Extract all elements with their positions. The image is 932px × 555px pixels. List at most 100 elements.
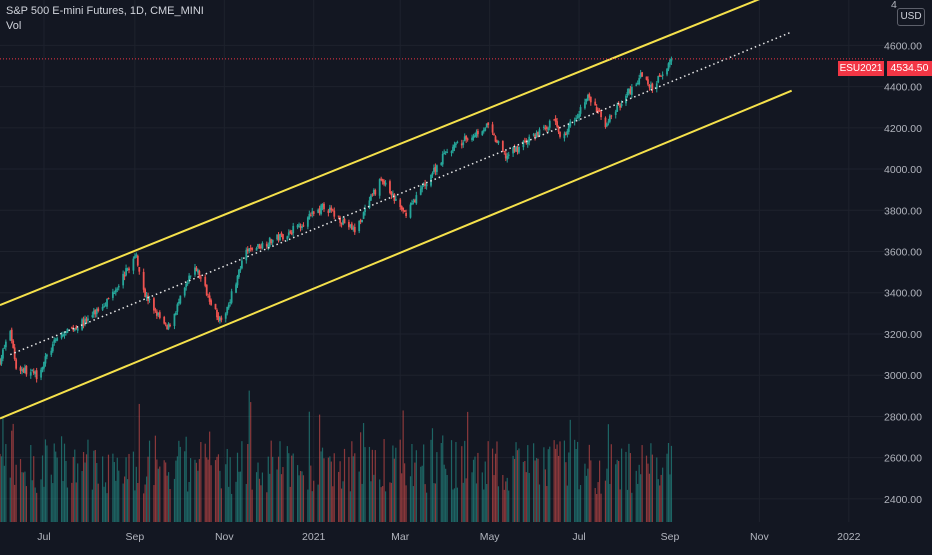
- volume-bar: [494, 453, 497, 522]
- volume-bar: [97, 483, 99, 522]
- candle-body: [639, 73, 642, 78]
- candle-body: [217, 315, 220, 320]
- volume-bar: [358, 471, 360, 522]
- candle-body: [597, 110, 600, 112]
- volume-bar: [157, 468, 159, 522]
- volume-bar: [91, 489, 93, 522]
- volume-bar: [628, 443, 630, 522]
- y-tick-label: 4400.00: [884, 82, 922, 94]
- volume-bar: [404, 463, 406, 522]
- candle-body: [477, 130, 479, 135]
- volume-bar: [343, 448, 346, 522]
- volume-bar: [598, 460, 601, 522]
- volume-bar: [298, 475, 300, 522]
- candle-body: [358, 220, 361, 232]
- volume-bar: [135, 466, 137, 522]
- candle-body: [116, 288, 119, 290]
- candle-body: [296, 225, 299, 228]
- candle-body: [198, 271, 201, 278]
- x-tick-label: Nov: [215, 531, 234, 543]
- volume-bar: [85, 454, 88, 522]
- candle-body: [496, 140, 498, 143]
- volume-bar: [175, 460, 177, 522]
- candle-body: [65, 331, 67, 333]
- volume-bar: [382, 486, 384, 522]
- volume-bar: [0, 456, 3, 522]
- volume-bar: [455, 442, 457, 522]
- candle-body: [22, 368, 25, 372]
- volume-bar: [462, 482, 464, 522]
- volume-bar: [33, 456, 35, 522]
- candle-body: [538, 129, 541, 136]
- volume-bar: [516, 450, 519, 522]
- volume-bar: [436, 452, 438, 522]
- candle-body: [265, 243, 268, 247]
- candle-body: [537, 132, 539, 135]
- volume-bar: [443, 464, 445, 522]
- volume-bar: [282, 467, 284, 522]
- volume-bar: [207, 459, 209, 522]
- volume-bar: [270, 440, 272, 522]
- volume-bar: [46, 445, 48, 522]
- candle-body: [106, 298, 108, 307]
- volume-bar: [569, 419, 571, 522]
- volume-indicator-label[interactable]: Vol: [6, 20, 22, 32]
- volume-bar: [148, 440, 151, 522]
- volume-bar: [577, 441, 579, 522]
- volume-bar: [279, 441, 281, 522]
- candle-body: [371, 194, 374, 196]
- candle-body: [111, 291, 114, 298]
- candle-body: [463, 136, 466, 141]
- volume-bar: [321, 447, 324, 522]
- volume-bar: [645, 455, 648, 522]
- candle-body: [268, 237, 271, 247]
- price-axis[interactable]: 2400.00 2600.00 2800.00 3000.00 3200.00 3400.…: [884, 0, 922, 506]
- volume-bar: [496, 441, 498, 522]
- y-tick-label: 3200.00: [884, 329, 922, 341]
- volume-bar: [318, 414, 321, 522]
- candle-body: [452, 146, 454, 152]
- volume-bar: [590, 460, 592, 522]
- volume-bar: [113, 462, 115, 522]
- candle-body: [600, 111, 602, 118]
- volume-bar: [63, 443, 66, 522]
- volume-bar: [313, 480, 315, 522]
- volume-bar: [126, 479, 129, 522]
- candle-body: [413, 200, 416, 203]
- volume-bar: [3, 465, 5, 522]
- price-channel[interactable]: [0, 0, 793, 420]
- candle-body: [368, 200, 371, 209]
- time-axis[interactable]: Jul Sep Nov 2021 Mar May Jul Sep Nov 2022: [37, 531, 860, 543]
- volume-bar: [568, 452, 570, 522]
- candle-body: [249, 248, 252, 250]
- currency-button[interactable]: USD: [897, 8, 925, 26]
- candle-body: [210, 300, 213, 305]
- candle-body: [481, 131, 484, 136]
- candle-body: [128, 268, 130, 271]
- volume-bar: [72, 456, 74, 522]
- volume-bar: [333, 453, 335, 522]
- volume-bar: [214, 460, 217, 522]
- volume-bar: [481, 472, 483, 522]
- candle-body: [628, 88, 630, 94]
- candle-body: [94, 309, 97, 315]
- candle-body: [433, 167, 435, 173]
- candle-body: [82, 320, 85, 326]
- volume-bar: [292, 453, 294, 522]
- candle-body: [84, 318, 86, 324]
- candle-body: [245, 249, 248, 261]
- candle-body: [444, 151, 447, 153]
- candle-body: [383, 181, 385, 185]
- volume-bar: [525, 472, 527, 522]
- candle-body: [114, 289, 117, 293]
- volume-bar: [257, 462, 259, 522]
- volume-bar: [173, 478, 176, 522]
- volume-bar: [537, 458, 539, 522]
- volume-bar: [389, 482, 391, 522]
- volume-bar: [395, 447, 397, 522]
- candle-body: [409, 204, 412, 218]
- candle-body: [157, 312, 160, 315]
- candle-body: [62, 334, 64, 336]
